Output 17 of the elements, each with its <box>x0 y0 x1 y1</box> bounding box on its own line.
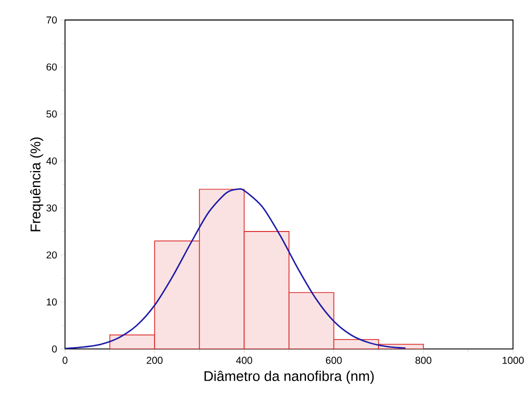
y-tick-label: 0 <box>52 345 57 353</box>
x-tick-label: 0 <box>62 356 68 364</box>
y-tick-label: 60 <box>46 63 57 71</box>
y-tick-label: 10 <box>46 298 57 306</box>
y-tick-label: 20 <box>46 251 57 259</box>
y-tick-label: 30 <box>46 204 57 212</box>
line-series <box>65 188 406 349</box>
y-tick-label: 40 <box>46 157 57 165</box>
y-tick-label: 50 <box>46 110 57 118</box>
x-tick-label: 1000 <box>502 356 524 364</box>
y-axis-title: Frequência (%) <box>30 138 44 232</box>
x-tick-label: 600 <box>326 356 342 364</box>
y-tick-label: 70 <box>46 16 57 24</box>
x-tick-label: 800 <box>416 356 432 364</box>
x-tick-label: 200 <box>146 356 163 364</box>
x-axis-title: Diâmetro da nanofibra (nm) <box>204 370 374 384</box>
x-tick-label: 400 <box>236 356 252 364</box>
